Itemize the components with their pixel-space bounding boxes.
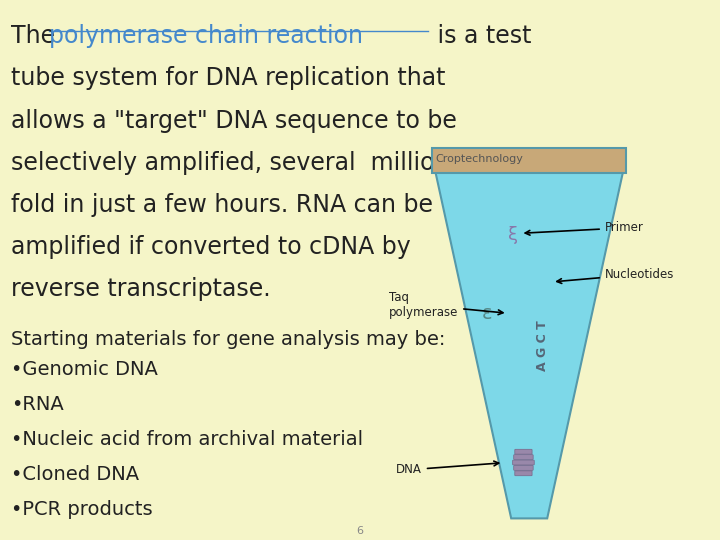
Text: ε: ε xyxy=(482,303,492,323)
Text: A G C T: A G C T xyxy=(536,320,549,371)
Text: •Cloned DNA: •Cloned DNA xyxy=(11,465,139,484)
Text: is a test: is a test xyxy=(430,24,531,48)
Polygon shape xyxy=(436,173,623,518)
FancyBboxPatch shape xyxy=(515,471,532,476)
Polygon shape xyxy=(432,148,626,173)
Text: •Genomic DNA: •Genomic DNA xyxy=(11,360,158,379)
Text: The: The xyxy=(11,24,63,48)
FancyBboxPatch shape xyxy=(513,460,534,465)
Text: •RNA: •RNA xyxy=(11,395,63,414)
Text: Primer: Primer xyxy=(525,221,644,235)
Text: DNA: DNA xyxy=(396,461,499,476)
Text: allows a "target" DNA sequence to be: allows a "target" DNA sequence to be xyxy=(11,109,456,132)
Text: fold in just a few hours. RNA can be: fold in just a few hours. RNA can be xyxy=(11,193,433,217)
Text: amplified if converted to cDNA by: amplified if converted to cDNA by xyxy=(11,235,410,259)
Text: selectively amplified, several  million-: selectively amplified, several million- xyxy=(11,151,458,174)
FancyBboxPatch shape xyxy=(514,465,534,470)
Text: reverse transcriptase.: reverse transcriptase. xyxy=(11,277,271,301)
Text: Croptechnology: Croptechnology xyxy=(436,154,523,164)
Text: 6: 6 xyxy=(356,525,364,536)
Text: Taq
polymerase: Taq polymerase xyxy=(389,291,503,319)
Text: Starting materials for gene analysis may be:: Starting materials for gene analysis may… xyxy=(11,330,445,349)
Text: •PCR products: •PCR products xyxy=(11,500,153,519)
FancyBboxPatch shape xyxy=(515,449,532,454)
Text: Nucleotides: Nucleotides xyxy=(557,268,674,284)
FancyBboxPatch shape xyxy=(514,455,534,460)
Text: polymerase chain reaction: polymerase chain reaction xyxy=(49,24,363,48)
Text: •Nucleic acid from archival material: •Nucleic acid from archival material xyxy=(11,430,363,449)
Text: tube system for DNA replication that: tube system for DNA replication that xyxy=(11,66,445,90)
Text: ξ: ξ xyxy=(508,226,518,244)
